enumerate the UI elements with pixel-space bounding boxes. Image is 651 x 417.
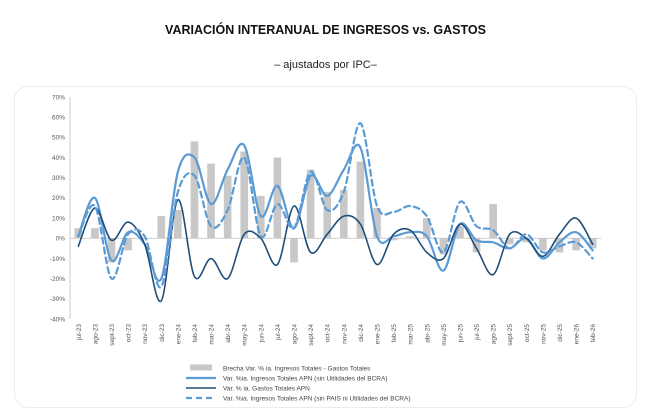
x-tick-label: abr-24 <box>225 324 232 343</box>
x-tick-label: oct-24 <box>325 324 332 342</box>
y-tick-label: -10% <box>50 256 65 263</box>
x-axis-labels: jul-23 ago-23 sept-23 oct-23 nov-23 dic-23 ene… <box>76 324 597 346</box>
x-tick-label: ago-25 <box>491 324 498 345</box>
x-tick-label: ene-24 <box>175 324 182 345</box>
bar-brecha <box>339 189 348 239</box>
legend-item-gastos: Var. % ia. Gastos Totales APN <box>186 385 310 392</box>
bar-brecha <box>456 226 464 239</box>
line-ingresos-sin-utilidades <box>77 142 594 283</box>
y-tick-label: 0% <box>56 236 66 243</box>
bar-brecha <box>223 175 232 239</box>
y-tick-label: 60% <box>52 114 65 121</box>
x-tick-label: jul-23 <box>76 324 83 341</box>
bar-brecha <box>323 191 332 239</box>
x-tick-label: mar-25 <box>408 324 415 345</box>
legend: Brecha Var. % ia. Ingresos Totales - Gas… <box>186 364 411 402</box>
x-tick-label: may-24 <box>242 324 249 346</box>
x-tick-label: feb-25 <box>391 324 398 343</box>
bar-brecha <box>174 210 182 239</box>
legend-item-ingresos: Var. %ia. Ingresos Totales APN (sin Util… <box>186 375 388 382</box>
y-axis-labels: -40% -30% -20% -10% 0% 10% 20% 30% 40% 50% 60% 70% <box>50 94 65 323</box>
bar-brecha <box>91 228 99 239</box>
x-tick-label: oct-23 <box>126 324 133 342</box>
bar-brecha <box>389 238 398 241</box>
x-tick-label: ene-26 <box>574 324 581 345</box>
bar-brecha <box>489 203 497 239</box>
x-tick-label: nov-24 <box>341 324 348 344</box>
y-tick-label: 10% <box>52 215 65 222</box>
legend-label: Var. %ia. Ingresos Totales APN (sin PAIS… <box>223 395 411 402</box>
y-tick-label: 70% <box>52 94 65 101</box>
legend-item-brecha: Brecha Var. % ia. Ingresos Totales - Gas… <box>190 364 371 372</box>
legend-item-ingresos-sin-pais: Var. %ia. Ingresos Totales APN (sin PAIS… <box>186 395 411 402</box>
x-tick-label: dic-25 <box>557 324 564 342</box>
y-tick-label: -20% <box>50 276 65 283</box>
x-tick-label: may-25 <box>441 324 448 346</box>
x-tick-label: ene-25 <box>374 324 381 345</box>
bar-brecha <box>306 169 315 239</box>
bar-brecha <box>472 238 481 253</box>
x-tick-label: abr-25 <box>424 324 431 343</box>
bar-brecha <box>356 161 365 239</box>
x-tick-label: oct-25 <box>524 324 531 342</box>
bar-brecha <box>422 218 431 239</box>
y-tick-label: 40% <box>52 155 65 162</box>
x-tick-label: mar-24 <box>209 324 216 345</box>
x-tick-label: jul-25 <box>474 324 481 341</box>
bar-brecha <box>505 238 514 245</box>
x-tick-label: sept-23 <box>109 324 116 346</box>
y-tick-label: 20% <box>52 195 65 202</box>
x-tick-label: jun-25 <box>457 324 464 343</box>
line-ingresos-sin-pais <box>77 122 594 289</box>
legend-label: Var. %ia. Ingresos Totales APN (sin Util… <box>223 375 388 382</box>
x-tick-label: jul-24 <box>275 324 282 341</box>
bar-brecha <box>290 238 298 263</box>
bar-brecha <box>207 163 215 239</box>
bar-brecha <box>406 236 414 239</box>
bar-brecha <box>572 238 580 251</box>
x-tick-label: dic-24 <box>358 324 365 342</box>
line-series <box>77 122 594 303</box>
chart-subtitle: – ajustados por IPC– <box>274 59 377 71</box>
chart-frame <box>14 86 637 408</box>
y-tick-label: -40% <box>50 316 65 323</box>
x-tick-label: ago-23 <box>92 324 99 345</box>
x-tick-label: nov-23 <box>142 324 149 344</box>
legend-label: Var. % ia. Gastos Totales APN <box>223 385 310 392</box>
legend-label: Brecha Var. % ia. Ingresos Totales - Gas… <box>223 365 371 372</box>
bar-brecha <box>373 208 381 239</box>
bar-brecha <box>439 238 448 255</box>
bar-brecha <box>190 141 199 239</box>
bar-brecha <box>240 151 249 239</box>
x-tick-label: sept-24 <box>308 324 315 346</box>
x-tick-label: jun-24 <box>258 324 265 343</box>
bar-brecha <box>124 238 132 251</box>
x-tick-label: ago-24 <box>292 324 299 345</box>
chart-title: VARIACIÓN INTERANUAL DE INGRESOS vs. GAS… <box>165 23 486 37</box>
bar-brecha <box>157 216 166 239</box>
bar-series <box>74 141 597 263</box>
y-tick-label: 50% <box>52 135 65 142</box>
bar-brecha <box>107 238 116 263</box>
y-tick-label: 30% <box>52 175 65 182</box>
bar-brecha <box>273 157 282 239</box>
y-tick-label: -30% <box>50 296 65 303</box>
legend-swatch <box>190 364 212 371</box>
x-tick-label: dic-23 <box>159 324 166 342</box>
x-tick-label: feb-26 <box>590 324 597 343</box>
line-gastos-totales <box>77 199 594 303</box>
x-tick-label: nov-25 <box>540 324 547 344</box>
x-tick-label: sept-25 <box>507 324 514 346</box>
bar-brecha <box>522 238 531 243</box>
bar-brecha <box>539 238 547 251</box>
x-tick-label: feb-24 <box>192 324 199 343</box>
